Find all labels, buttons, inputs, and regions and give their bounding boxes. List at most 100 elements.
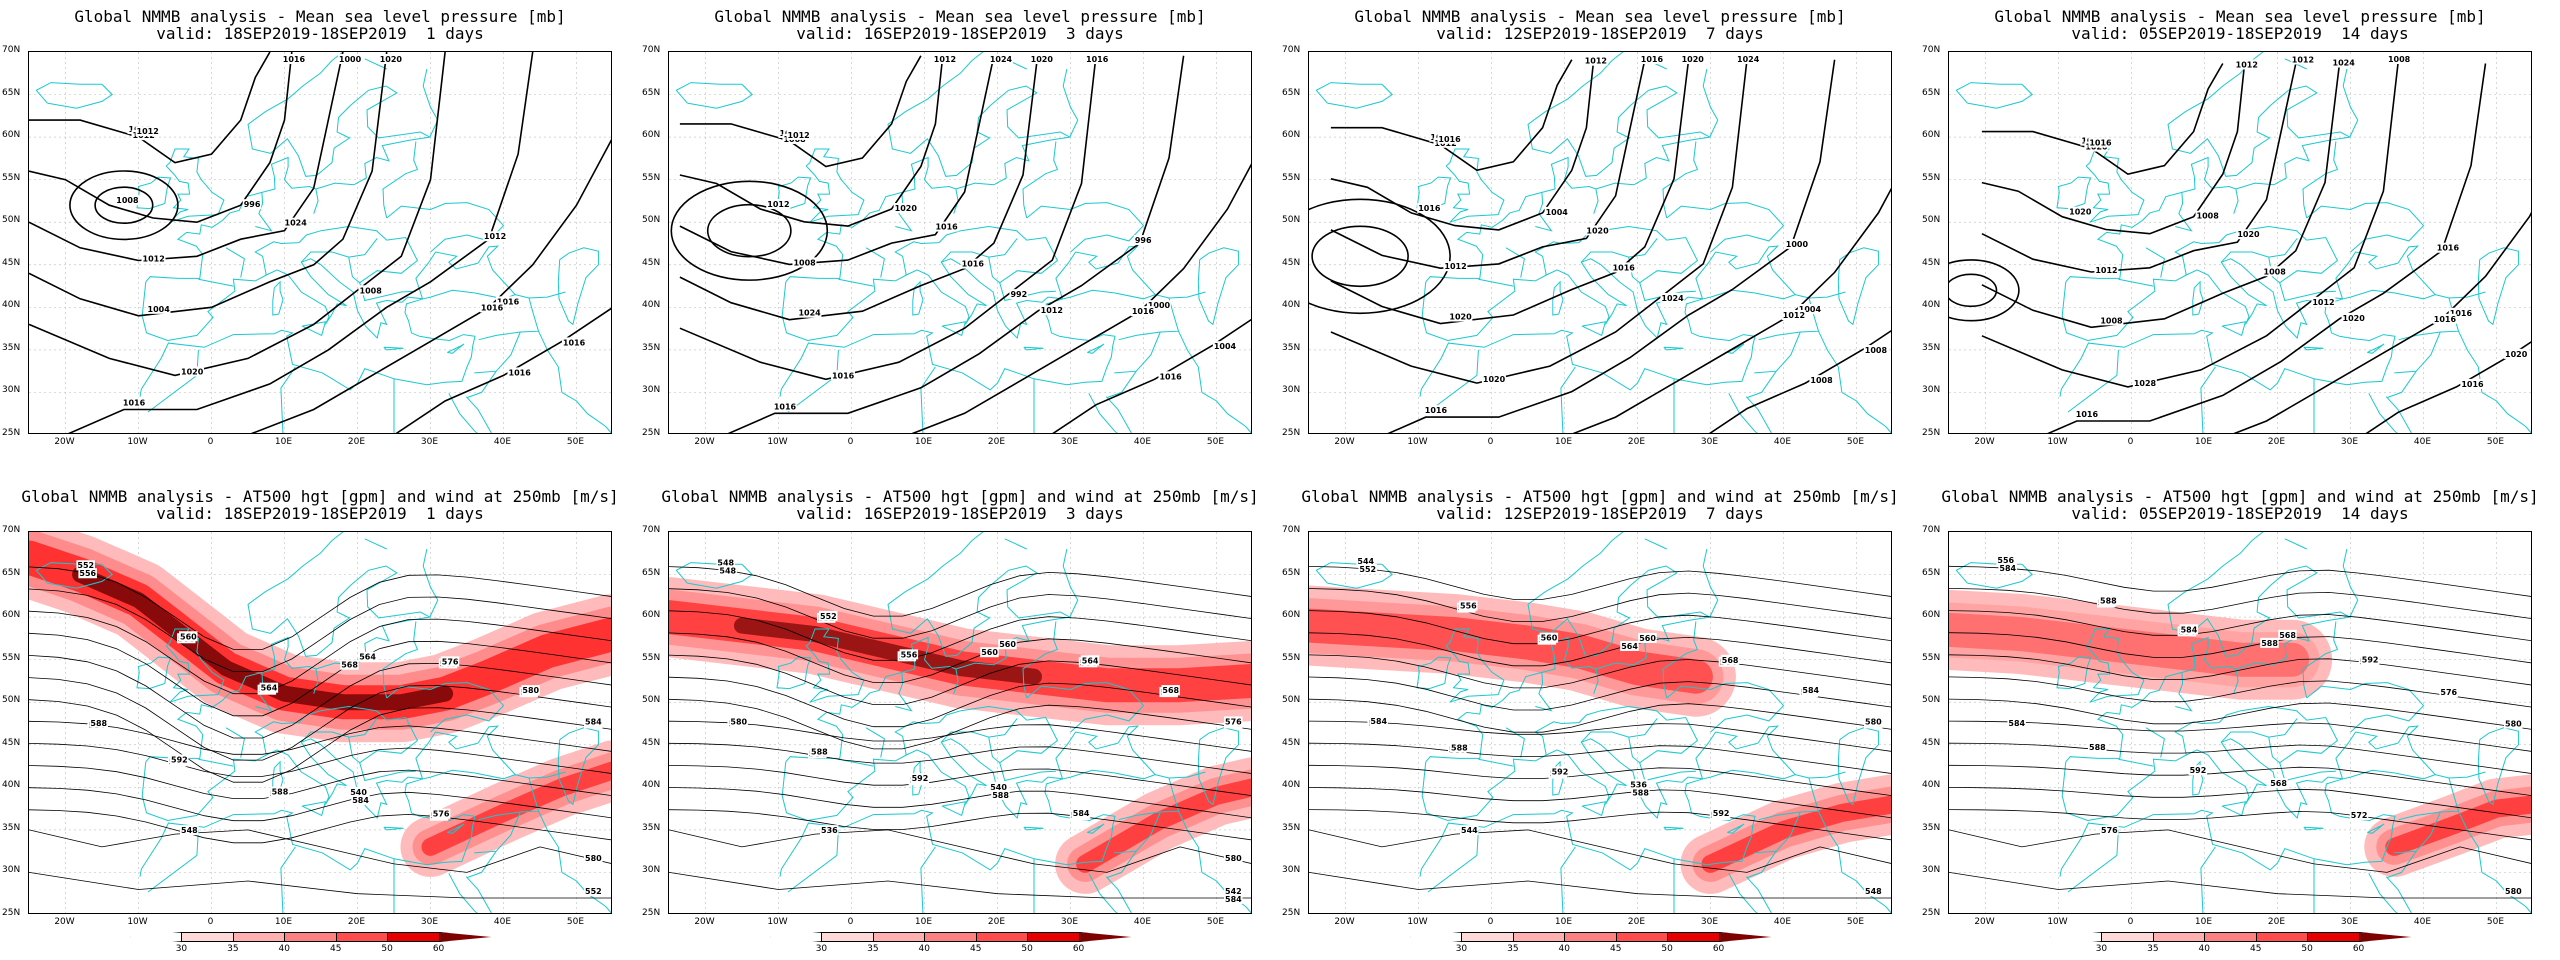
coastline xyxy=(2342,68,2359,138)
coastline xyxy=(1745,876,1772,913)
coastline xyxy=(478,297,540,341)
coastlines xyxy=(1315,52,1891,433)
contour-line xyxy=(1309,872,1891,899)
contour-line xyxy=(29,872,611,899)
lon-tick-label: 20W xyxy=(694,917,715,927)
contour-label: 1008 xyxy=(360,286,383,295)
contour-label-bg xyxy=(1629,779,1648,790)
lat-tick-label: 45N xyxy=(642,257,661,268)
colorbar-segment xyxy=(130,932,183,942)
lat-tick-label: 55N xyxy=(1282,652,1301,663)
contour-line xyxy=(1309,654,1891,689)
contour-label: 560 xyxy=(981,648,998,657)
contour-label: 1008 xyxy=(2100,316,2123,325)
colorbar-tick-label: 30 xyxy=(815,944,828,954)
contour-label: 548 xyxy=(719,566,736,575)
contour-line xyxy=(679,55,1097,381)
coastline xyxy=(1758,777,1820,821)
coastline xyxy=(1663,346,1684,351)
map-panel: Global NMMB analysis - AT500 hgt [gpm] a… xyxy=(640,480,1280,960)
contour-label: 552 xyxy=(585,887,602,896)
lon-tick-label: 20E xyxy=(347,917,366,927)
lat-tick-label: 65N xyxy=(1922,567,1941,578)
contour-lines xyxy=(1309,566,1891,899)
contour-label-bg xyxy=(792,257,817,268)
lon-tick-label: 10E xyxy=(914,437,933,447)
contour-line xyxy=(29,52,344,262)
contour-label-bg xyxy=(2269,778,2288,789)
contour-line xyxy=(669,566,1251,617)
coastline xyxy=(2435,771,2486,779)
contour-label-bg xyxy=(482,231,507,242)
lon-tick-label: 50E xyxy=(566,917,585,927)
coastline xyxy=(313,188,319,214)
contour-label: 1012 xyxy=(2292,55,2314,64)
contour-label-bg xyxy=(1224,716,1243,727)
contour-line xyxy=(1949,809,2531,841)
coastline xyxy=(478,777,540,821)
contour-label: 1016 xyxy=(1641,55,1664,64)
contour-label-bg xyxy=(1029,54,1054,64)
contour-label: 1016 xyxy=(2076,410,2099,419)
contour-lines xyxy=(29,52,611,433)
contour-label-bg xyxy=(729,716,748,727)
contour-label-bg xyxy=(1585,225,1610,236)
contour-line xyxy=(1330,59,1748,384)
lon-tick-label: 30E xyxy=(1700,437,1719,447)
contour-label-bg xyxy=(1039,305,1064,316)
contour-label-bg xyxy=(2460,378,2485,389)
contour-label: 576 xyxy=(1225,717,1242,726)
lat-tick-label: 65N xyxy=(642,567,661,578)
panel-valid-range: valid: 16SEP2019-18SEP2019 3 days xyxy=(796,24,1124,43)
contour-label-bg xyxy=(988,54,1013,64)
coastline xyxy=(2056,656,2092,690)
contour-label: 580 xyxy=(1865,717,1882,726)
coastline xyxy=(675,82,753,109)
contour-line xyxy=(1949,764,2531,796)
contour-line xyxy=(669,787,1251,819)
contour-label: 580 xyxy=(585,854,602,863)
lat-tick-label: 60N xyxy=(2,610,21,621)
contour-label: 996 xyxy=(1135,236,1152,245)
coastline xyxy=(1837,727,1879,806)
contour-label: 1004 xyxy=(1799,305,1822,314)
contour-label-bg xyxy=(1459,600,1478,611)
colorbar-tick-label: 45 xyxy=(1609,944,1622,954)
coastline xyxy=(1445,628,1505,703)
coastline xyxy=(785,52,1072,283)
colorbar-tick-label: 50 xyxy=(2301,944,2313,954)
contour-line xyxy=(2365,341,2531,433)
coastline xyxy=(557,247,599,326)
coastline xyxy=(1754,811,1801,854)
coastline xyxy=(35,82,113,109)
contour-label: 992 xyxy=(1010,290,1027,299)
contour-line xyxy=(669,588,1251,639)
coastline xyxy=(779,245,1157,397)
coastline xyxy=(2067,829,2119,893)
contour-label-bg xyxy=(89,717,108,728)
coastline xyxy=(465,396,492,433)
coastline xyxy=(2233,668,2239,694)
contour-label: 560 xyxy=(1639,634,1656,643)
coastline xyxy=(1727,823,1745,834)
contour-label: 1016 xyxy=(1159,372,1182,381)
coastlines xyxy=(35,52,611,433)
panel-valid-range: valid: 18SEP2019-18SEP2019 1 days xyxy=(156,504,484,523)
coastline xyxy=(145,52,432,283)
coastline xyxy=(147,349,199,413)
coastline xyxy=(422,68,439,138)
contour-label-bg xyxy=(1158,371,1183,382)
contour-label: 1004 xyxy=(1546,208,1569,217)
contour-lines xyxy=(669,566,1251,899)
colorbar-tick-label: 40 xyxy=(2198,944,2211,954)
coastline xyxy=(145,532,432,763)
contour-label: 568 xyxy=(1162,686,1179,695)
contour-line xyxy=(669,654,1251,706)
contour-label: 1012 xyxy=(137,127,159,136)
coastlines xyxy=(675,52,1251,433)
coastline xyxy=(1593,668,1599,694)
coastline xyxy=(147,829,199,893)
contour-label-bg xyxy=(1809,375,1834,386)
lat-tick-label: 25N xyxy=(1282,908,1301,918)
contour-line xyxy=(29,829,611,873)
